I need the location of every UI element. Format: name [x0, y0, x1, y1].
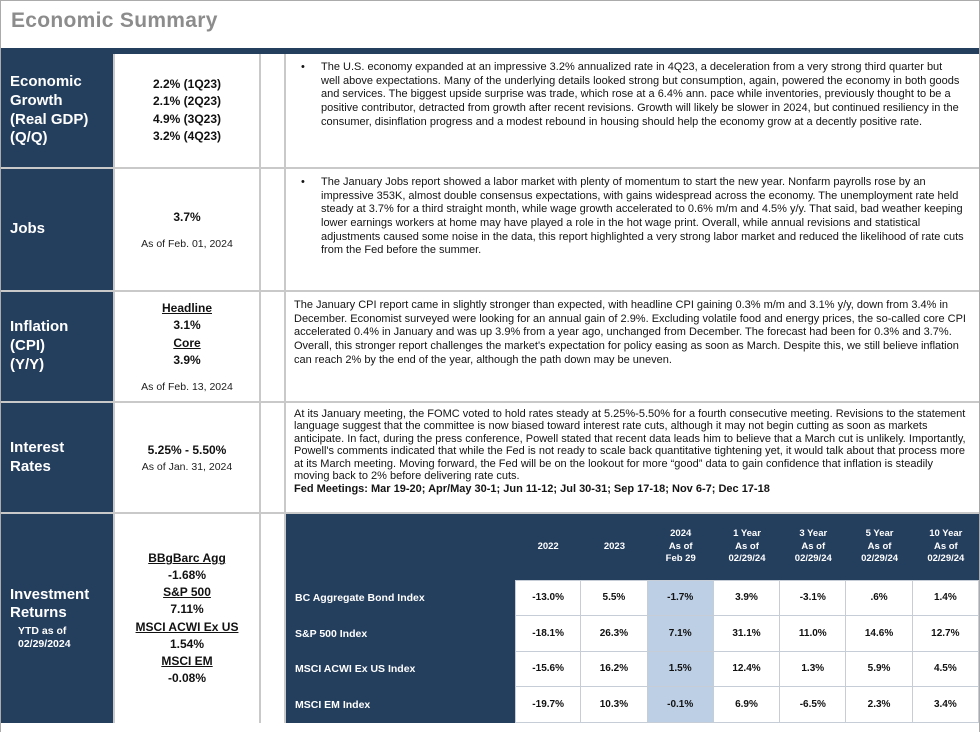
inflation-commentary: The January CPI report came in slightly …	[286, 292, 979, 401]
fed-meetings-schedule: Fed Meetings: Mar 19-20; Apr/May 30-1; J…	[294, 482, 770, 495]
title-divider	[1, 48, 979, 54]
spacer-column	[261, 403, 286, 512]
investment-returns-label: Investment Returns	[10, 585, 90, 622]
spacer-column	[261, 169, 286, 290]
returns-cell: 5.5%	[581, 580, 648, 616]
ytd-as-of-label: YTD as of 02/29/2024	[18, 625, 71, 651]
returns-cell: 12.7%	[912, 615, 979, 652]
economic-growth-commentary: • The U.S. economy expanded at an impres…	[286, 54, 979, 167]
row-inflation: Inflation (CPI) (Y/Y) Headline 3.1% Core…	[1, 290, 979, 401]
returns-cell: -19.7%	[515, 687, 582, 723]
returns-cell: -1.7%	[647, 580, 714, 616]
jobs-commentary: • The January Jobs report showed a labor…	[286, 169, 979, 290]
sp500-value: 7.11%	[170, 602, 204, 617]
core-cpi-value: 3.9%	[173, 352, 201, 367]
interest-rates-commentary: At its January meeting, the FOMC voted t…	[286, 403, 979, 512]
as-of-note: As of Feb. 01, 2024	[141, 238, 233, 251]
returns-cell: -3.1%	[780, 580, 847, 616]
spacer-column	[261, 54, 286, 167]
sp500-label: S&P 500	[163, 585, 211, 600]
title-bar: Economic Summary	[1, 1, 979, 48]
spacer-column	[261, 514, 286, 723]
interest-rate-values: 5.25% - 5.50% As of Jan. 31, 2024	[115, 403, 261, 512]
gdp-quarterly-values: 2.2% (1Q23) 2.1% (2Q23) 4.9% (3Q23) 3.2%…	[152, 76, 222, 143]
ytd-returns-values: BBgBarc Agg -1.68% S&P 500 7.11% MSCI AC…	[115, 514, 261, 723]
returns-panel: 2022 2023 2024 As of Feb 29 1 Year As of 02…	[286, 514, 979, 723]
gdp-values: 2.2% (1Q23) 2.1% (2Q23) 4.9% (3Q23) 3.2%…	[115, 54, 261, 167]
row-interest-rates: Interest Rates 5.25% - 5.50% As of Jan. …	[1, 401, 979, 512]
commentary-text: The January CPI report came in slightly …	[294, 299, 966, 366]
returns-cell: -0.1%	[647, 687, 714, 723]
returns-col-header: 2023	[581, 514, 648, 580]
spacer-column	[261, 292, 286, 401]
row-label-investment-returns: Investment Returns YTD as of 02/29/2024	[1, 514, 115, 723]
commentary-text: The U.S. economy expanded at an impressi…	[321, 61, 960, 128]
core-cpi-label: Core	[173, 335, 201, 350]
returns-cell: -13.0%	[515, 580, 582, 616]
as-of-note: As of Feb. 13, 2024	[141, 380, 233, 393]
inflation-values: Headline 3.1% Core 3.9% As of Feb. 13, 2…	[115, 292, 261, 401]
returns-row-label: BC Aggregate Bond Index	[286, 580, 515, 616]
commentary-text: At its January meeting, the FOMC voted t…	[294, 408, 966, 483]
returns-row-label: MSCI ACWI Ex US Index	[286, 651, 515, 688]
as-of-note: As of Jan. 31, 2024	[141, 460, 233, 473]
row-jobs: Jobs 3.7% As of Feb. 01, 2024 • The Janu…	[1, 167, 979, 290]
returns-cell: .6%	[846, 580, 913, 616]
msci-em-value: -0.08%	[167, 670, 207, 685]
jobs-values: 3.7% As of Feb. 01, 2024	[115, 169, 261, 290]
row-label-inflation: Inflation (CPI) (Y/Y)	[1, 292, 115, 401]
returns-cell: 26.3%	[581, 615, 648, 652]
returns-col-header: 5 Year As of 02/29/24	[846, 514, 913, 580]
returns-col-header: 1 Year As of 02/29/24	[713, 514, 781, 580]
returns-col-header: 10 Year As of 02/29/24	[912, 514, 979, 580]
returns-cell: 14.6%	[846, 615, 913, 652]
row-economic-growth: Economic Growth (Real GDP) (Q/Q) 2.2% (1…	[1, 54, 979, 167]
returns-cell: 11.0%	[780, 615, 847, 652]
returns-col-header: 2024 As of Feb 29	[647, 514, 714, 580]
row-label-economic-growth: Economic Growth (Real GDP) (Q/Q)	[1, 54, 115, 167]
returns-cell: -6.5%	[780, 687, 847, 723]
returns-row-label: MSCI EM Index	[286, 687, 515, 723]
row-investment-returns: Investment Returns YTD as of 02/29/2024 …	[1, 512, 979, 723]
returns-row-label: S&P 500 Index	[286, 615, 515, 652]
headline-cpi-label: Headline	[161, 301, 212, 316]
returns-cell: 1.4%	[912, 580, 979, 616]
returns-cell: 12.4%	[713, 651, 781, 688]
unemployment-rate-value: 3.7%	[173, 209, 201, 224]
msci-em-label: MSCI EM	[161, 653, 213, 668]
returns-cell: -18.1%	[515, 615, 582, 652]
returns-cell: 16.2%	[581, 651, 648, 688]
returns-cell: 1.5%	[647, 651, 714, 688]
returns-cell: 1.3%	[780, 651, 847, 688]
commentary-text: The January Jobs report showed a labor m…	[321, 176, 964, 257]
row-label-interest-rates: Interest Rates	[1, 403, 115, 512]
returns-cell: 6.9%	[713, 687, 781, 723]
msci-acwi-ex-us-label: MSCI ACWI Ex US	[135, 619, 239, 634]
returns-cell: 10.3%	[581, 687, 648, 723]
returns-cell: 3.9%	[713, 580, 781, 616]
returns-cell: 7.1%	[647, 615, 714, 652]
bullet-marker: •	[301, 61, 305, 73]
returns-cell: 31.1%	[713, 615, 781, 652]
returns-table-corner	[286, 514, 515, 580]
headline-cpi-value: 3.1%	[173, 318, 201, 333]
returns-cell: 3.4%	[912, 687, 979, 723]
bbgbarc-agg-label: BBgBarc Agg	[148, 551, 226, 566]
returns-cell: 4.5%	[912, 651, 979, 688]
fed-funds-range-value: 5.25% - 5.50%	[147, 443, 227, 458]
page-title: Economic Summary	[11, 9, 218, 32]
returns-table: 2022 2023 2024 As of Feb 29 1 Year As of 02…	[286, 514, 979, 723]
row-label-jobs: Jobs	[1, 169, 115, 290]
returns-cell: 5.9%	[846, 651, 913, 688]
msci-acwi-ex-us-value: 1.54%	[169, 636, 205, 651]
returns-cell: -15.6%	[515, 651, 582, 688]
returns-col-header: 2022	[515, 514, 582, 580]
bbgbarc-agg-value: -1.68%	[167, 568, 207, 583]
returns-cell: 2.3%	[846, 687, 913, 723]
returns-col-header: 3 Year As of 02/29/24	[780, 514, 847, 580]
bullet-marker: •	[301, 176, 305, 188]
